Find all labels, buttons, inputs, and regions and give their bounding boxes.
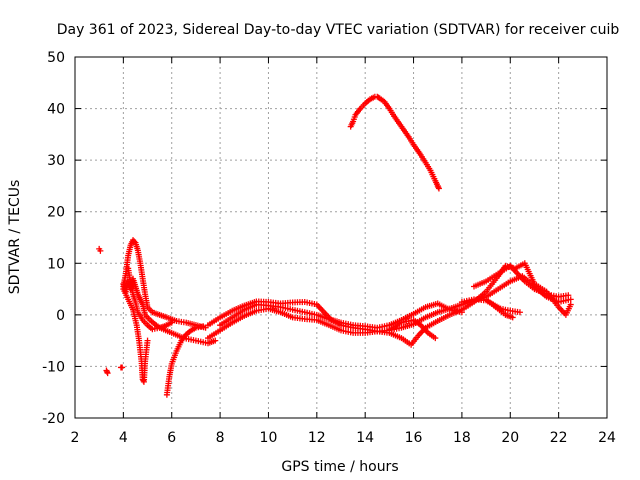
plot-area-frame <box>74 56 608 419</box>
y-axis-label: SDTVAR / TECUs <box>7 180 23 295</box>
data-point-noon-arc <box>435 185 442 192</box>
x-tick-label: 18 <box>453 430 471 446</box>
x-tick-label: 16 <box>405 430 423 446</box>
x-tick-label: 24 <box>598 430 616 446</box>
data-point-midday-band <box>458 309 465 316</box>
x-tick-label: 2 <box>71 430 80 446</box>
data-point-evening-branch <box>565 292 572 299</box>
data-point-isolated-2 <box>104 370 111 377</box>
y-tick-label: -20 <box>42 411 65 427</box>
x-tick-label: 14 <box>356 430 374 446</box>
data-point-midday-upper <box>567 296 574 303</box>
chart-title: Day 361 of 2023, Sidereal Day-to-day VTE… <box>57 22 620 38</box>
x-axis-label: GPS time / hours <box>281 459 398 475</box>
grid-lines <box>75 57 607 418</box>
y-tick-label: 50 <box>47 50 65 66</box>
data-point-evening-decay <box>509 314 516 321</box>
x-tick-label: 10 <box>260 430 278 446</box>
y-tick-label: 0 <box>56 308 65 324</box>
data-point-dawn-cluster <box>168 319 175 326</box>
y-tick-label: -10 <box>42 359 65 375</box>
y-tick-label: 20 <box>47 205 65 221</box>
x-tick-label: 12 <box>308 430 326 446</box>
data-point-isolated-3 <box>119 364 126 371</box>
data-point-dawn-loop <box>212 337 219 344</box>
x-tick-label: 8 <box>216 430 225 446</box>
data-point-isolated-1 <box>97 247 104 254</box>
x-tick-label: 20 <box>501 430 519 446</box>
data-point-afternoon-branch <box>432 335 439 342</box>
x-tick-label: 4 <box>119 430 128 446</box>
x-tick-label: 22 <box>550 430 568 446</box>
y-tick-label: 40 <box>47 102 65 118</box>
y-tick-label: 30 <box>47 153 65 169</box>
data-point-dawn-drop <box>144 337 151 344</box>
data-point-dawn-dip <box>200 323 207 330</box>
data-point-dawn-arc <box>131 238 138 245</box>
data-points <box>96 93 574 398</box>
y-tick-label: 10 <box>47 256 65 272</box>
x-tick-label: 6 <box>167 430 176 446</box>
data-point-evening-steps <box>516 309 523 316</box>
data-point-midday-lower <box>567 301 574 308</box>
